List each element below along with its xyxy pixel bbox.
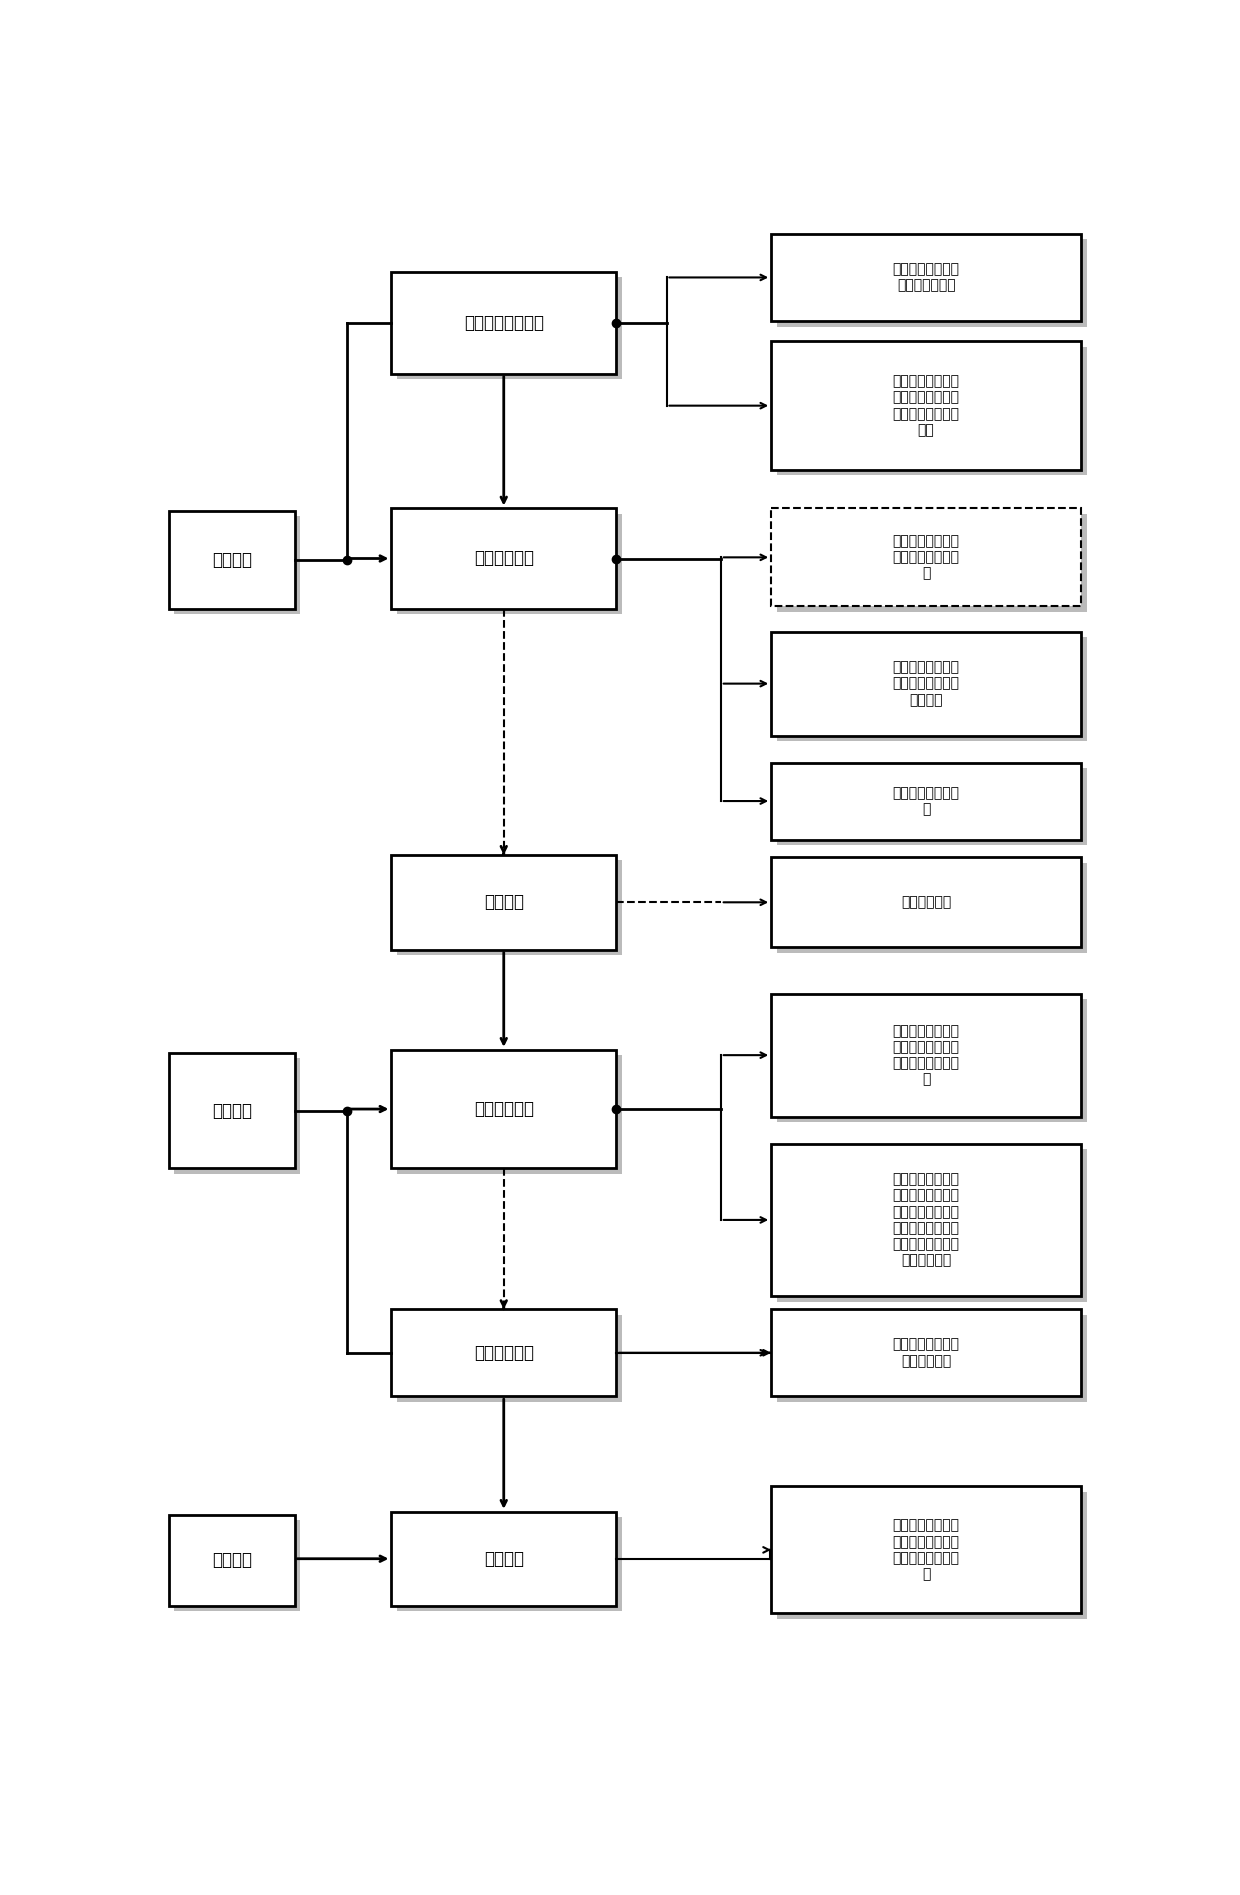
Bar [397, 277, 621, 379]
Text: 输出阶段: 输出阶段 [212, 1552, 252, 1569]
Text: 对刀确定零点: 对刀确定零点 [474, 550, 533, 567]
Text: 准备阶段: 准备阶段 [212, 551, 252, 568]
Bar [771, 233, 1081, 322]
Bar [776, 767, 1086, 845]
Bar [392, 508, 616, 608]
Bar [175, 1520, 300, 1611]
Bar [776, 514, 1086, 612]
Bar [392, 1309, 616, 1397]
Bar [771, 1486, 1081, 1613]
Text: 手动对刀，设置当
前位置为参考点位
置: 手动对刀，设置当 前位置为参考点位 置 [893, 534, 960, 580]
Text: 命令位置修正: 命令位置修正 [474, 1344, 533, 1363]
Bar [392, 1050, 616, 1169]
Bar [397, 1056, 621, 1173]
Bar [771, 631, 1081, 735]
Bar [776, 999, 1086, 1122]
Text: 同步补偿，修正各
轴的命令位置: 同步补偿，修正各 轴的命令位置 [893, 1338, 960, 1368]
Text: 设置两个辅助参考
点，记录当前位置
和跨齿数: 设置两个辅助参考 点，记录当前位置 和跨齿数 [893, 661, 960, 707]
Bar [175, 515, 300, 614]
Text: 规划阶段: 规划阶段 [212, 1101, 252, 1120]
Bar [169, 1054, 295, 1169]
Bar [175, 1057, 300, 1173]
Bar [169, 1514, 295, 1605]
Text: 运动轨迹规划: 运动轨迹规划 [474, 1101, 533, 1118]
Text: 参数设定: 参数设定 [484, 893, 523, 911]
Bar [776, 1315, 1086, 1402]
Bar [392, 273, 616, 373]
Bar [776, 347, 1086, 476]
Bar [776, 1148, 1086, 1302]
Bar [397, 1315, 621, 1402]
Bar [771, 341, 1081, 470]
Bar [776, 862, 1086, 953]
Bar [771, 762, 1081, 839]
Text: 设定加工参数: 设定加工参数 [901, 894, 951, 910]
Text: 将各轴的命令位置
转换成脉冲数，驱
动伺服单元完成运
动: 将各轴的命令位置 转换成脉冲数，驱 动伺服单元完成运 动 [893, 1518, 960, 1580]
Bar [771, 508, 1081, 606]
Bar [776, 1491, 1086, 1618]
Text: 选择与待加工齿轮
模数相同的刀具: 选择与待加工齿轮 模数相同的刀具 [893, 262, 960, 292]
Bar [397, 860, 621, 955]
Bar [397, 1518, 621, 1611]
Bar [771, 1145, 1081, 1296]
Text: 刀具的选择与安装: 刀具的选择与安装 [464, 315, 544, 332]
Bar [392, 855, 616, 949]
Text: 驱动伺服: 驱动伺服 [484, 1550, 523, 1567]
Text: 确定最终的零点位
置: 确定最终的零点位 置 [893, 786, 960, 817]
Text: 根据对刀具沿工件
径向运动规划得到
的命令位置和滚切
齿轮的各轴运动关
系，计算出其他各
轴的命令位置: 根据对刀具沿工件 径向运动规划得到 的命令位置和滚切 齿轮的各轴运动关 系，计算… [893, 1173, 960, 1268]
Bar [771, 1309, 1081, 1397]
Text: 根据刀具与齿轮的
旋向及螺旋角，确
定正确的刀具安装
角度: 根据刀具与齿轮的 旋向及螺旋角，确 定正确的刀具安装 角度 [893, 375, 960, 438]
Bar [776, 239, 1086, 326]
Text: 根据设定的参数，
对刀具沿工件径向
的运动进行轨迹规
划: 根据设定的参数， 对刀具沿工件径向 的运动进行轨迹规 划 [893, 1023, 960, 1086]
Bar [397, 514, 621, 614]
Bar [771, 857, 1081, 948]
Bar [771, 993, 1081, 1116]
Bar [392, 1512, 616, 1605]
Bar [169, 512, 295, 608]
Bar [776, 637, 1086, 741]
